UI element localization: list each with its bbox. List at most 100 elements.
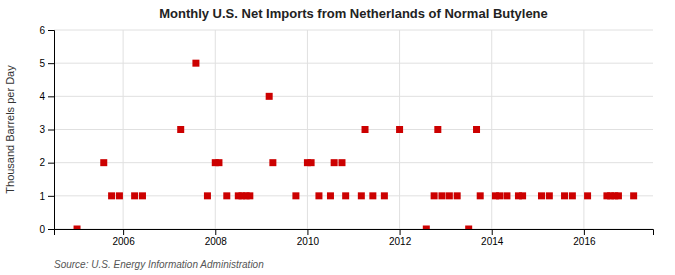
point (246, 192, 253, 199)
grid-line (54, 63, 653, 64)
point (192, 60, 199, 67)
point (465, 226, 472, 230)
point (438, 192, 445, 199)
point (358, 192, 365, 199)
grid (54, 30, 653, 229)
grid-line (54, 129, 653, 130)
tick-mark (48, 229, 54, 230)
y-axis: 0 1 2 3 4 5 6 (39, 25, 54, 235)
tick: 2 (39, 157, 54, 168)
tick-label: 2008 (205, 236, 228, 247)
chart-container: 2006 2008 2010 2012 2014 2016 0 1 2 3 4 5 6 Monthly U… (0, 0, 675, 275)
point (362, 126, 369, 133)
tick-mark (307, 229, 308, 235)
chart: 2006 2008 2010 2012 2014 2016 0 1 2 3 4 5 6 Monthly U… (0, 0, 675, 275)
tick-mark (584, 229, 585, 235)
point (546, 192, 553, 199)
axis-line (48, 31, 55, 230)
tick-label: 0 (39, 224, 45, 235)
point (139, 192, 146, 199)
point (561, 192, 568, 199)
point (381, 192, 388, 199)
tick-mark (48, 130, 54, 131)
point (204, 192, 211, 199)
grid-line (54, 162, 653, 163)
point (215, 159, 222, 166)
point (446, 192, 453, 199)
point (131, 192, 138, 199)
point (74, 226, 81, 230)
tick-label: 2006 (112, 236, 135, 247)
tick: 6 (39, 25, 54, 36)
tick: 2006 (112, 229, 135, 247)
tick: 2016 (573, 229, 596, 247)
x-axis: 2006 2008 2010 2012 2014 2016 (55, 229, 654, 247)
tick-label: 2014 (481, 236, 504, 247)
point (108, 192, 115, 199)
source: Source: U.S. Energy Information Administ… (54, 259, 264, 270)
tick: 0 (39, 224, 54, 235)
point (331, 159, 338, 166)
point (223, 192, 230, 199)
grid-line (54, 96, 653, 97)
tick-label: 3 (39, 124, 45, 135)
tick-mark (48, 63, 54, 64)
point (116, 192, 123, 199)
point (315, 192, 322, 199)
y-axis-title: Thousand Barrels per Day (4, 65, 16, 194)
point (584, 192, 591, 199)
tick-label: 2 (39, 157, 45, 168)
tick-label: 2012 (389, 236, 412, 247)
tick: 2010 (297, 229, 320, 247)
point (519, 192, 526, 199)
tick: 2012 (389, 229, 412, 247)
point (269, 159, 276, 166)
tick-mark (48, 30, 54, 31)
tick-label: 2010 (297, 236, 320, 247)
point (503, 192, 510, 199)
tick-label: 4 (39, 91, 45, 102)
point (615, 192, 622, 199)
title: Monthly U.S. Net Imports from Netherland… (159, 6, 548, 21)
tick-mark (215, 229, 216, 235)
point (292, 192, 299, 199)
tick: 3 (39, 124, 54, 135)
tick-label: 2016 (573, 236, 596, 247)
tick-label: 6 (39, 25, 45, 36)
points (74, 60, 638, 229)
tick-mark (48, 163, 54, 164)
tick-mark (400, 229, 401, 235)
point (538, 192, 545, 199)
point (177, 126, 184, 133)
point (327, 192, 334, 199)
tick-mark (48, 196, 54, 197)
point (396, 126, 403, 133)
tick-mark (123, 229, 124, 235)
tick: 1 (39, 191, 54, 202)
tick: 4 (39, 91, 54, 102)
point (338, 159, 345, 166)
point (477, 192, 484, 199)
plot-area: 2006 2008 2010 2012 2014 2016 0 1 2 3 4 5 6 (39, 25, 653, 247)
point (496, 192, 503, 199)
point (630, 192, 637, 199)
point (100, 159, 107, 166)
tick: 2008 (205, 229, 228, 247)
tick-mark (492, 229, 493, 235)
point (342, 192, 349, 199)
tick: 5 (39, 58, 54, 69)
tick-label: 5 (39, 58, 45, 69)
axis-line (55, 230, 654, 236)
point (308, 159, 315, 166)
tick: 2014 (481, 229, 504, 247)
tick-label: 1 (39, 191, 45, 202)
tick-mark (48, 96, 54, 97)
point (266, 93, 273, 100)
point (434, 126, 441, 133)
point (423, 226, 430, 230)
point (369, 192, 376, 199)
grid-line (54, 30, 653, 31)
point (569, 192, 576, 199)
point (431, 192, 438, 199)
point (454, 192, 461, 199)
